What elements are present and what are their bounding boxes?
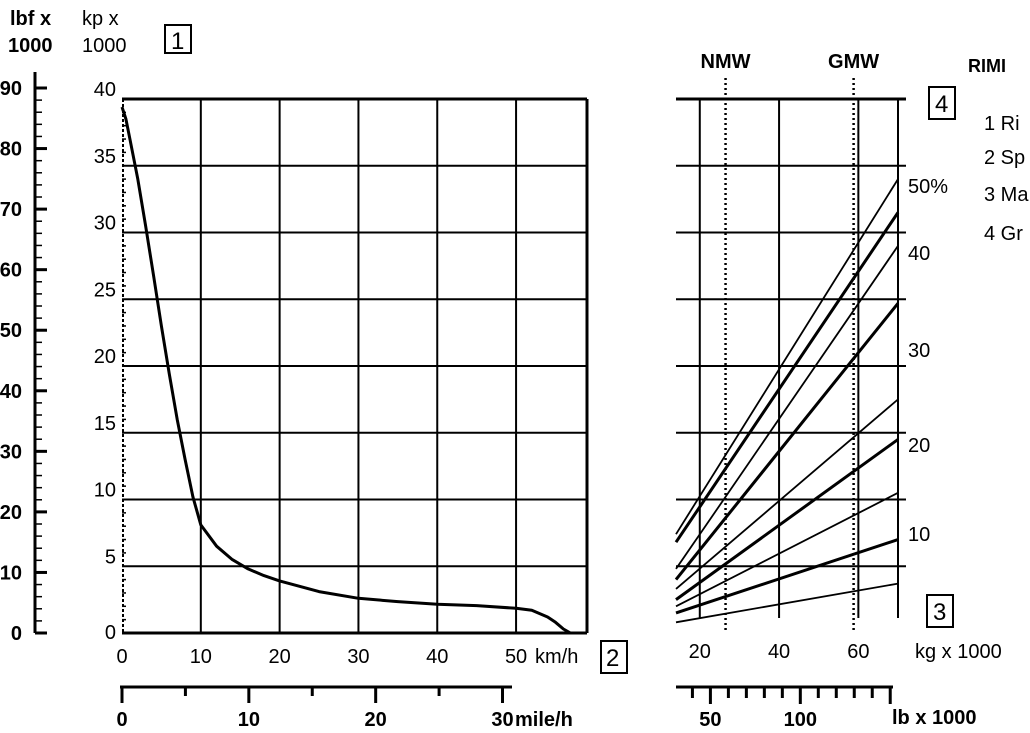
- gradient-line-8: [675, 538, 899, 615]
- lbf-axis-label-2: 1000: [8, 35, 53, 57]
- lbf-tick-label: 0: [11, 623, 22, 645]
- kp-tick-label: 40: [94, 79, 116, 101]
- gradient-tick-label: 30: [908, 340, 930, 362]
- mph-axis: mile/h 0 10 20 30: [116, 685, 573, 731]
- lbf-axis: 90 80 70 60 50 40 30 20 10 0: [0, 72, 47, 645]
- lbf-axis-label-1: lbf x: [10, 8, 51, 30]
- reference-label-gmw: GMW: [828, 51, 879, 73]
- kp-tick-label: 15: [94, 413, 116, 435]
- kg-tick-label: 60: [847, 641, 869, 663]
- kmh-tick-label: 20: [269, 646, 291, 668]
- lbf-tick-label: 90: [0, 78, 22, 100]
- kp-axis-label-2: 1000: [82, 35, 127, 57]
- legend: RIMI 1 Ri 2 Sp 3 Ma 4 Gr: [968, 56, 1029, 245]
- lbf-tick-label: 60: [0, 260, 22, 282]
- lbf-tick-label: 40: [0, 381, 22, 403]
- kp-tick-label: 30: [94, 213, 116, 235]
- gradient-line-7: [675, 492, 899, 608]
- lb-unit-label: lb x 1000: [892, 707, 977, 729]
- box-label-2-frame: [600, 640, 628, 674]
- kmh-unit-label: km/h: [535, 646, 578, 668]
- lb-tick-label: 100: [784, 709, 817, 731]
- mph-tick-label: 20: [365, 709, 387, 731]
- kg-axis: kg x 1000 20 40 60: [689, 641, 1002, 663]
- lbf-tick-label: 20: [0, 502, 22, 524]
- kg-tick-label: 20: [689, 641, 711, 663]
- kp-tick-label: 35: [94, 146, 116, 168]
- box-label-2: 2: [606, 645, 619, 672]
- kmh-tick-label: 10: [190, 646, 212, 668]
- kp-tick-label: 10: [94, 480, 116, 502]
- right-chart-grid: [676, 97, 906, 618]
- reference-label-nmw: NMW: [701, 51, 751, 73]
- legend-item-3: 3 Ma: [984, 184, 1029, 206]
- lb-tick-label: 50: [699, 709, 721, 731]
- lbf-tick-label: 80: [0, 139, 22, 161]
- lbf-tick-label: 30: [0, 441, 22, 463]
- kmh-tick-label: 50: [505, 646, 527, 668]
- gradient-line-4: [674, 302, 900, 581]
- right-series: [674, 178, 900, 624]
- box-label-3-frame: [926, 594, 954, 628]
- box-label-1: 1: [171, 28, 184, 55]
- kmh-tick-label: 30: [347, 646, 369, 668]
- mph-tick-label: 0: [116, 709, 127, 731]
- kmh-tick-label: 40: [426, 646, 448, 668]
- lbf-tick-label: 50: [0, 320, 22, 342]
- gradient-axis: 50% 40 30 20 10: [908, 176, 948, 546]
- reference-lines: NMW GMW: [701, 51, 879, 633]
- gradient-tick-label: 10: [908, 524, 930, 546]
- kmh-tick-label: 0: [116, 646, 127, 668]
- box-label-4: 4: [935, 91, 948, 118]
- gradient-line-9: [675, 582, 899, 624]
- kp-tick-label: 25: [94, 279, 116, 301]
- lbf-tick-label: 10: [0, 562, 22, 584]
- legend-title: RIMI: [968, 56, 1006, 76]
- mph-unit-label: mile/h: [515, 709, 573, 731]
- legend-item-4: 4 Gr: [984, 223, 1023, 245]
- gradient-tick-label: 50%: [908, 176, 948, 198]
- legend-item-2: 2 Sp: [984, 147, 1025, 169]
- gradient-line-1: [675, 178, 899, 535]
- tractive-effort-curve: [120, 106, 572, 635]
- gradient-line-5: [675, 398, 899, 590]
- kp-tick-label: 20: [94, 346, 116, 368]
- box-label-3: 3: [933, 599, 946, 626]
- box-label-1-frame: [164, 24, 192, 54]
- kp-axis-ticks: 40 35 30 25 20 15 10 5 0: [94, 79, 128, 644]
- kp-tick-label: 0: [105, 622, 116, 644]
- mph-tick-label: 30: [491, 709, 513, 731]
- legend-item-1: 1 Ri: [984, 113, 1020, 135]
- gradient-tick-label: 20: [908, 435, 930, 457]
- kp-tick-label: 5: [105, 546, 116, 568]
- gradient-line-2: [674, 211, 900, 544]
- gradient-tick-label: 40: [908, 243, 930, 265]
- kmh-axis: km/h 0 10 20 30 40 50: [116, 646, 578, 668]
- box-label-4-frame: [928, 86, 956, 120]
- kp-axis-label-1: kp x: [82, 8, 119, 30]
- kg-tick-label: 40: [768, 641, 790, 663]
- lb-axis: lb x 1000 50 100: [676, 685, 977, 731]
- kg-unit-label: kg x 1000: [915, 641, 1002, 663]
- gradient-line-3: [675, 245, 899, 570]
- mph-tick-label: 10: [238, 709, 260, 731]
- lbf-tick-label: 70: [0, 199, 22, 221]
- gradient-line-6: [675, 438, 899, 601]
- left-series: [120, 106, 572, 635]
- left-chart-grid: [122, 97, 589, 635]
